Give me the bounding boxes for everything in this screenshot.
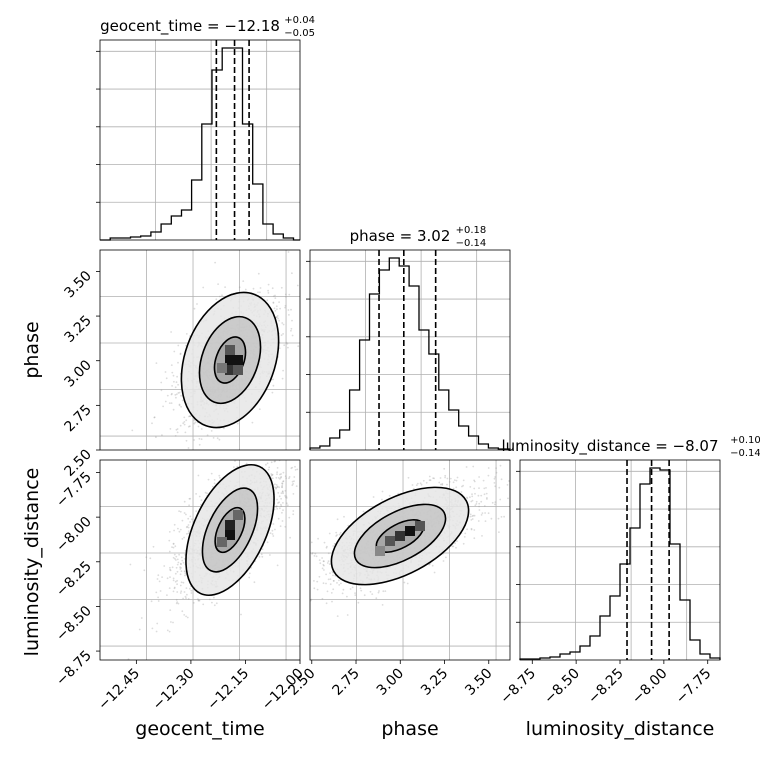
scatter-area [310,460,510,660]
title-value: 3.02 [417,227,450,245]
density-peak [233,365,243,375]
density-peak [233,510,243,520]
x-tick-label: −8.00 [629,666,671,708]
x-tick-label: 2.75 [329,666,362,699]
y-tick-label: −8.50 [53,603,95,645]
density-peak [395,531,405,541]
title-minus: −0.14 [456,238,487,249]
title-prefix: geocent_time = [100,17,224,36]
title-plus: +0.10 [730,435,760,446]
scatter-area [100,250,300,450]
density-peak [375,546,385,556]
x-tick-label: 3.00 [374,666,407,699]
title-minus: −0.14 [730,448,760,459]
axes-frame [99,459,301,661]
title-plus: +0.18 [456,225,487,236]
title-value: −8.07 [673,437,719,455]
histogram-panel-luminosity_distance: luminosity_distance = −8.07 +0.10 −0.14 [501,435,760,661]
xlabel-phase: phase [381,718,438,740]
density-peak [225,530,235,540]
xlabel-luminosity-distance: luminosity_distance [526,718,715,740]
title-value: −12.18 [224,17,280,35]
scatter-panel-geocent_time-luminosity_distance [99,459,301,661]
x-tick-label: 3.25 [418,666,451,699]
histogram-panel-geocent_time: geocent_time = −12.18 +0.04 −0.05 [96,15,315,241]
density-peak [233,355,243,365]
histogram-panel-phase: phase = 3.02 +0.18 −0.14 [306,225,511,451]
y-tick-label: 3.50 [61,268,94,301]
title-plus: +0.04 [284,15,315,26]
y-tick-label: 2.75 [61,402,94,435]
scatter-area [100,460,300,660]
axes-frame [309,459,511,661]
ylabel-phase: phase [21,321,43,378]
density-peak [385,536,395,546]
axes-frame [99,39,301,241]
density-peak [225,345,235,355]
histogram-steps [100,47,300,241]
histogram-title: luminosity_distance = −8.07 [501,437,718,456]
density-peak [415,521,425,531]
y-tick-label: −8.75 [53,648,95,690]
y-tick-label: −8.25 [53,558,95,600]
y-tick-label: 3.25 [61,313,94,346]
density-peak [225,365,235,375]
x-tick-label: −12.45 [95,666,143,714]
title-prefix: phase = [350,227,417,245]
axes-frame [309,249,511,451]
histogram-steps [519,467,721,660]
title-minus: −0.05 [284,28,315,39]
density-peak [225,355,235,365]
scatter-panel-geocent_time-phase [99,249,301,451]
density-peak [217,537,227,547]
x-tick-label: −12.15 [204,666,252,714]
density-peak [405,526,415,536]
title-prefix: luminosity_distance = [501,437,672,456]
x-tick-label: −12.30 [150,666,198,714]
y-tick-label: 3.00 [61,357,94,390]
histogram-steps [309,257,511,450]
y-tick-label: −8.00 [53,514,95,556]
xlabel-geocent-time: geocent_time [135,718,264,740]
x-tick-label: −7.75 [673,666,715,708]
axes-frame [99,249,301,451]
x-tick-label: −8.75 [497,666,539,708]
density-peak [217,363,227,373]
histogram-title: geocent_time = −12.18 [100,17,280,36]
x-tick-label: −8.50 [541,666,583,708]
scatter-panel-phase-luminosity_distance [309,459,511,661]
density-peak [225,520,235,530]
ylabel-luminosity-distance: luminosity_distance [21,468,43,657]
x-tick-label: 3.50 [462,666,495,699]
x-tick-label: −8.25 [585,666,627,708]
histogram-title: phase = 3.02 [350,227,451,245]
